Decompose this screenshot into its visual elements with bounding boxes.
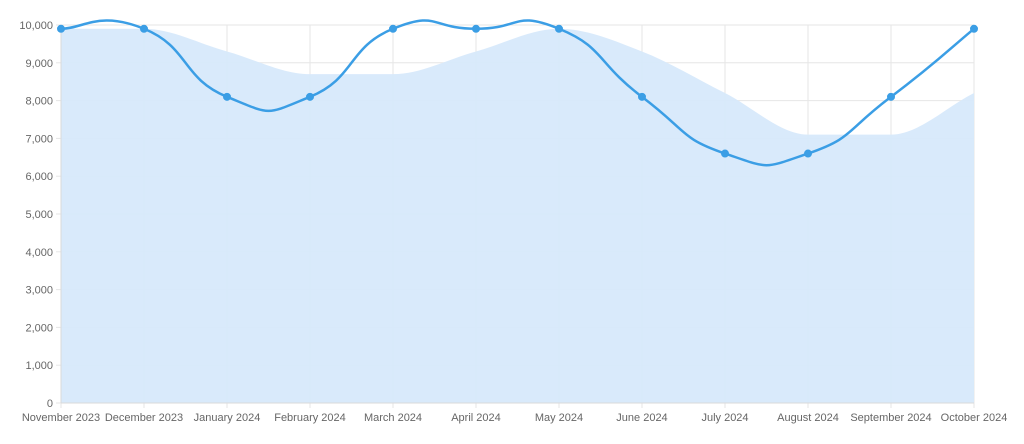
data-point[interactable] <box>970 24 978 33</box>
y-tick-label: 0 <box>47 398 53 410</box>
y-axis-tick-labels: 0 1,000 2,000 3,000 4,000 5,000 6,000 7,000 8,00… <box>19 20 53 410</box>
y-tick-label: 4,000 <box>25 247 53 259</box>
x-tick-label: September 2024 <box>850 412 931 424</box>
data-point[interactable] <box>804 149 812 158</box>
data-point[interactable] <box>140 24 148 33</box>
x-tick-label: October 2024 <box>941 412 1008 424</box>
x-tick-label: June 2024 <box>616 412 667 424</box>
x-axis-tick-labels: November 2023 December 2023 January 2024 Fe… <box>22 412 1007 424</box>
y-tick-label: 5,000 <box>25 209 53 221</box>
y-tick-label: 8,000 <box>25 96 53 108</box>
line-series-path <box>60 19 975 167</box>
x-tick-label: May 2024 <box>535 412 583 424</box>
x-tick-label: November 2023 <box>22 412 100 424</box>
y-tick-label: 7,000 <box>25 133 53 145</box>
y-tick-label: 2,000 <box>25 322 53 334</box>
x-tick-label: August 2024 <box>777 412 839 424</box>
area-series <box>61 28 974 404</box>
x-tick-label: March 2024 <box>364 412 422 424</box>
data-point[interactable] <box>638 92 646 101</box>
data-points <box>57 24 978 158</box>
data-point[interactable] <box>57 24 65 33</box>
data-point[interactable] <box>472 24 480 33</box>
y-tick-label: 10,000 <box>19 20 53 32</box>
x-tick-label: January 2024 <box>194 412 261 424</box>
area-series-fill <box>61 28 974 404</box>
data-point[interactable] <box>389 24 397 33</box>
x-tick-label: December 2023 <box>105 412 183 424</box>
y-tick-label: 6,000 <box>25 171 53 183</box>
y-tick-label: 9,000 <box>25 58 53 70</box>
data-point[interactable] <box>223 92 231 101</box>
data-point[interactable] <box>306 92 314 101</box>
data-point[interactable] <box>887 92 895 101</box>
data-point[interactable] <box>721 149 729 158</box>
line-series <box>60 19 975 167</box>
data-point[interactable] <box>555 24 563 33</box>
x-tick-label: July 2024 <box>701 412 748 424</box>
y-tick-label: 1,000 <box>25 360 53 372</box>
x-tick-label: April 2024 <box>451 412 501 424</box>
x-tick-label: February 2024 <box>274 412 346 424</box>
y-tick-label: 3,000 <box>25 285 53 297</box>
axes <box>60 25 974 404</box>
